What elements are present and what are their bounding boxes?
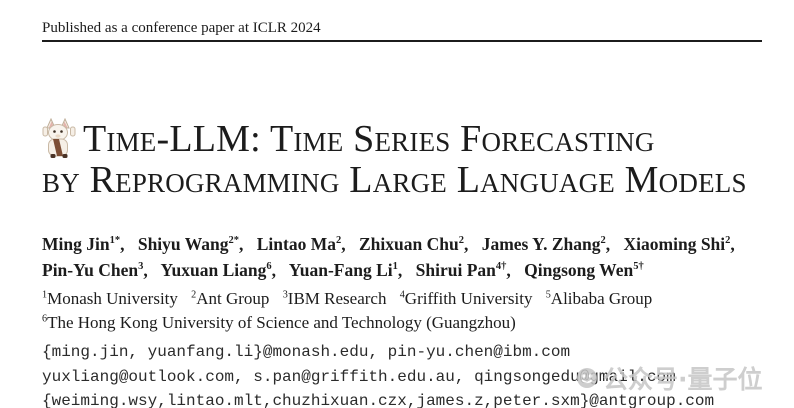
affiliation-superscript: 5	[545, 289, 551, 301]
title-line-1-row: Time-LLM: Time Series Forecasting	[42, 117, 782, 160]
affiliation: 4Griffith University	[399, 289, 533, 308]
affiliation-superscript: 3	[282, 289, 288, 301]
author: James Y. Zhang2,	[481, 234, 611, 254]
author-superscript: 1*	[109, 235, 121, 247]
author: Zhixuan Chu2,	[358, 234, 469, 254]
author-block: Ming Jin1*, Shiyu Wang2*, Lintao Ma2, Zh…	[42, 231, 772, 283]
author-superscript: 6	[266, 261, 272, 273]
email-line: {weiming.wsy,lintao.mlt,chuzhixuan.czx,j…	[42, 392, 715, 408]
author-line-1: Ming Jin1*, Shiyu Wang2*, Lintao Ma2, Zh…	[42, 231, 772, 257]
author: Pin-Yu Chen3,	[42, 260, 148, 280]
author: Qingsong Wen5†	[524, 260, 644, 280]
affiliation: 5Alibaba Group	[545, 289, 653, 308]
author: Yuan-Fang Li1,	[288, 260, 403, 280]
title-line-1: Time-LLM: Time Series Forecasting	[83, 118, 655, 160]
paper-title: Time-LLM: Time Series Forecasting by Rep…	[42, 117, 782, 201]
author: Ming Jin1*,	[42, 234, 125, 254]
author-superscript: 4†	[495, 261, 507, 273]
author-superscript: 2*	[228, 235, 239, 247]
affiliation-line-1: 1Monash University 2Ant Group 3IBM Resea…	[42, 287, 772, 311]
affiliation-superscript: 1	[42, 289, 48, 301]
author: Shirui Pan4†,	[415, 260, 511, 280]
llama-icon	[42, 117, 76, 158]
header-rule	[42, 40, 762, 42]
affiliation-superscript: 4	[399, 289, 405, 301]
email-line: {ming.jin, yuanfang.li}@monash.edu, pin-…	[42, 343, 571, 361]
author-superscript: 5†	[633, 261, 644, 273]
title-line-2-row: by Reprogramming Large Language Models	[42, 160, 782, 201]
affiliation-line-2: 6The Hong Kong University of Science and…	[42, 311, 772, 335]
author-line-2: Pin-Yu Chen3, Yuxuan Liang6, Yuan-Fang L…	[42, 257, 772, 283]
affiliation-superscript: 2	[191, 289, 197, 301]
author: Yuxuan Liang6,	[160, 260, 276, 280]
author-superscript: 1	[392, 261, 398, 273]
affiliation-superscript: 6	[42, 313, 48, 325]
author: Xiaoming Shi2,	[623, 234, 735, 254]
affiliation: 1Monash University	[42, 289, 178, 308]
title-line-2: by Reprogramming Large Language Models	[42, 159, 747, 201]
email-block: {ming.jin, yuanfang.li}@monash.edu, pin-…	[42, 340, 782, 408]
published-note: Published as a conference paper at ICLR …	[42, 20, 321, 36]
author-superscript: 2	[335, 235, 342, 247]
affiliation-block: 1Monash University 2Ant Group 3IBM Resea…	[42, 287, 772, 335]
author-superscript: 2	[725, 235, 731, 247]
affiliation: 3IBM Research	[282, 289, 387, 308]
author-superscript: 3	[138, 261, 144, 273]
email-line: yuxliang@outlook.com, s.pan@griffith.edu…	[42, 367, 676, 386]
author-superscript: 2	[600, 235, 606, 247]
affiliation: 6The Hong Kong University of Science and…	[42, 313, 516, 332]
affiliation: 2Ant Group	[191, 289, 270, 308]
author: Lintao Ma2,	[256, 234, 346, 254]
author-superscript: 2	[458, 235, 464, 247]
author: Shiyu Wang2*,	[137, 234, 244, 254]
